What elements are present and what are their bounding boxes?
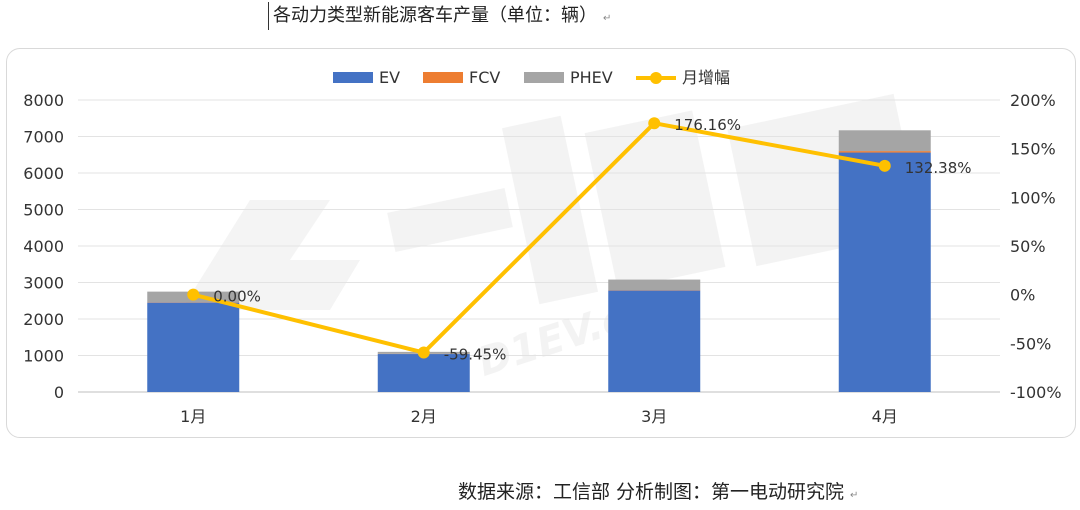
growth-point [187, 289, 199, 301]
x-tick-label: 1月 [180, 407, 206, 426]
bar-ev [147, 303, 239, 392]
y-right-tick-label: 0% [1010, 286, 1035, 305]
legend-swatch-phev [524, 72, 564, 83]
growth-data-label: 176.16% [674, 116, 741, 134]
legend-label: PHEV [570, 68, 613, 87]
y-left-tick-label: 5000 [23, 201, 64, 220]
y-left-tick-label: 0 [54, 383, 64, 402]
bar-fcv [839, 151, 931, 152]
x-tick-label: 2月 [411, 407, 437, 426]
y-left-tick-label: 4000 [23, 237, 64, 256]
x-tick-label: 3月 [641, 407, 667, 426]
growth-point [648, 117, 660, 129]
legend-swatch-ev [333, 72, 373, 83]
y-right-tick-label: 100% [1010, 188, 1056, 207]
legend-swatch-fcv [423, 72, 463, 83]
y-right-tick-label: -100% [1010, 383, 1062, 402]
y-left-tick-label: 6000 [23, 164, 64, 183]
bar-phev [839, 130, 931, 151]
growth-point [418, 347, 430, 359]
legend-label: EV [379, 68, 400, 87]
bar-phev [608, 280, 700, 291]
y-right-tick-label: 200% [1010, 91, 1056, 110]
data-source: 数据来源：工信部 分析制图：第一电动研究院↵ [458, 478, 858, 506]
growth-data-label: 0.00% [213, 288, 261, 306]
growth-point [879, 160, 891, 172]
legend: EV FCV PHEV 月增幅 [333, 68, 730, 87]
legend-swatch-growth-marker [650, 72, 662, 84]
y-left-tick-label: 3000 [23, 274, 64, 293]
x-tick-label: 4月 [872, 407, 898, 426]
y-right-tick-label: 150% [1010, 140, 1056, 159]
legend-label: 月增幅 [682, 68, 730, 87]
y-left-tick-label: 7000 [23, 128, 64, 147]
growth-data-label: 132.38% [905, 159, 972, 177]
y-left-tick-label: 8000 [23, 91, 64, 110]
y-left-tick-label: 1000 [23, 347, 64, 366]
y-left-tick-label: 2000 [23, 310, 64, 329]
y-right-tick-label: -50% [1010, 334, 1051, 353]
paragraph-mark-icon: ↵ [850, 490, 858, 501]
growth-data-label: -59.45% [444, 346, 507, 364]
bar-ev [839, 153, 931, 392]
y-right-tick-label: 50% [1010, 237, 1046, 256]
legend-label: FCV [469, 68, 500, 87]
bar-ev [608, 291, 700, 392]
